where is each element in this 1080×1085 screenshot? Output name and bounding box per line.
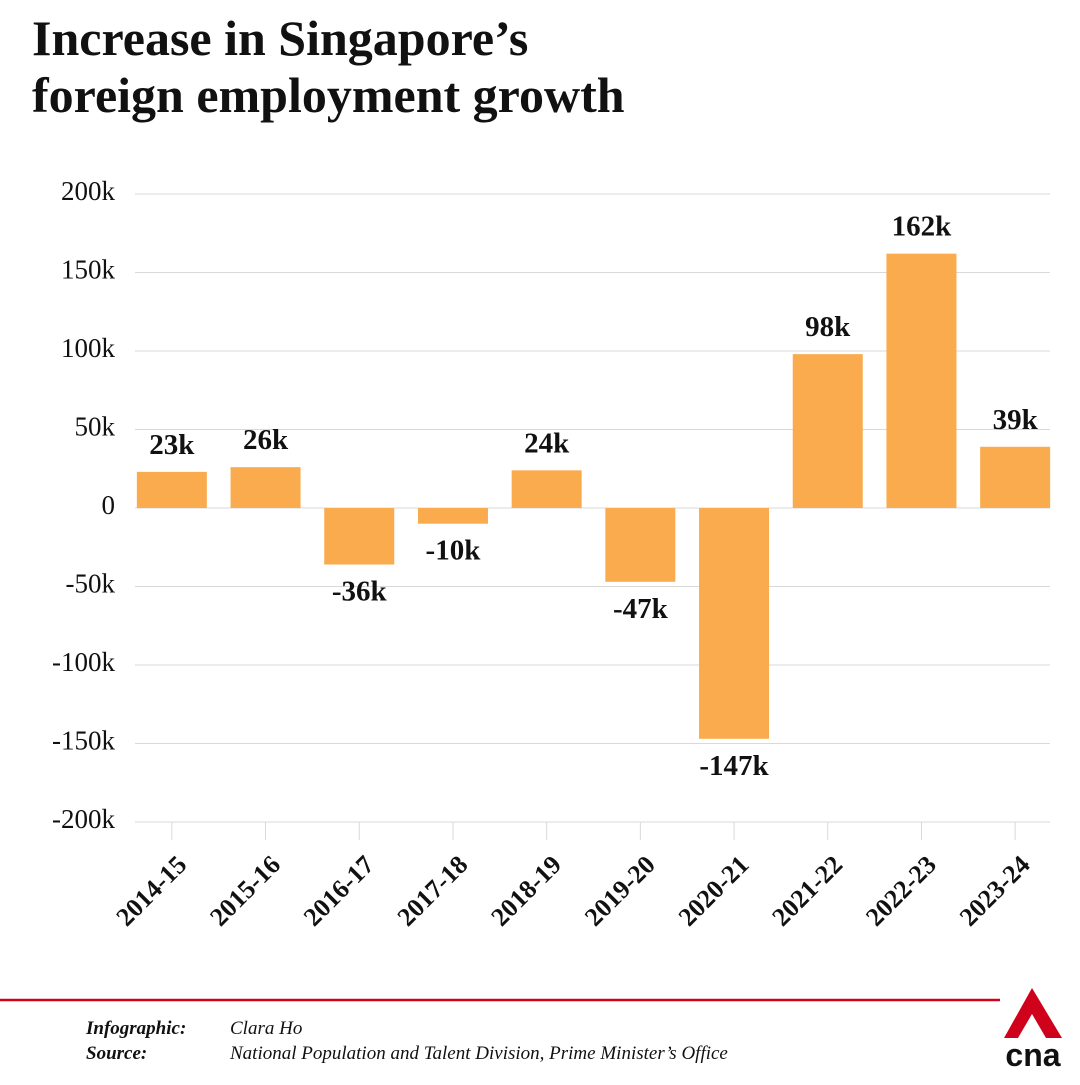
- y-tick-label: -100k: [52, 647, 115, 677]
- y-tick-label: 0: [102, 490, 116, 520]
- bar: [136, 471, 207, 508]
- footer-text: National Population and Talent Division,…: [229, 1043, 728, 1064]
- value-label: 162k: [892, 211, 953, 243]
- bar: [792, 354, 863, 508]
- value-label: 98k: [805, 311, 851, 343]
- x-tick-label: 2016-17: [298, 850, 380, 932]
- x-tick-label: 2015-16: [204, 850, 286, 932]
- y-tick-label: 100k: [61, 333, 116, 363]
- value-label: 23k: [149, 429, 195, 461]
- y-tick-label: -200k: [52, 804, 115, 834]
- y-tick-label: 50k: [75, 412, 116, 442]
- chart-title: Increase in Singapore’s foreign employmen…: [32, 10, 625, 123]
- x-tick-label: 2019-20: [579, 850, 661, 932]
- x-tick-label: 2018-19: [485, 850, 567, 932]
- x-tick-label: 2017-18: [392, 850, 474, 932]
- x-tick-label: 2023-24: [954, 850, 1036, 932]
- bar: [417, 508, 488, 524]
- bar: [230, 467, 301, 508]
- bar: [324, 508, 395, 565]
- y-tick-label: 200k: [61, 176, 116, 206]
- logo-mark: [1004, 988, 1062, 1038]
- bar: [980, 446, 1051, 508]
- value-label: 26k: [243, 424, 289, 456]
- value-label: -36k: [332, 576, 388, 608]
- value-label: -47k: [613, 593, 669, 625]
- value-label: 39k: [993, 404, 1039, 436]
- bar: [886, 253, 957, 508]
- value-label: -147k: [699, 750, 769, 782]
- bar: [511, 470, 582, 508]
- x-tick-label: 2020-21: [673, 850, 755, 932]
- footer-label: Infographic:: [85, 1018, 186, 1039]
- y-tick-label: -150k: [52, 726, 115, 756]
- x-tick-label: 2021-22: [766, 850, 848, 932]
- footer-label: Source:: [86, 1043, 147, 1064]
- y-tick-label: 150k: [61, 255, 116, 285]
- value-label: -10k: [426, 535, 482, 567]
- x-tick-label: 2014-15: [111, 850, 193, 932]
- y-tick-label: -50k: [66, 569, 116, 599]
- value-label: 24k: [524, 427, 570, 459]
- bar: [605, 508, 676, 582]
- x-tick-label: 2022-23: [860, 850, 942, 932]
- footer-text: Clara Ho: [230, 1018, 302, 1039]
- logo: cna: [1005, 1037, 1060, 1073]
- bar: [699, 508, 770, 739]
